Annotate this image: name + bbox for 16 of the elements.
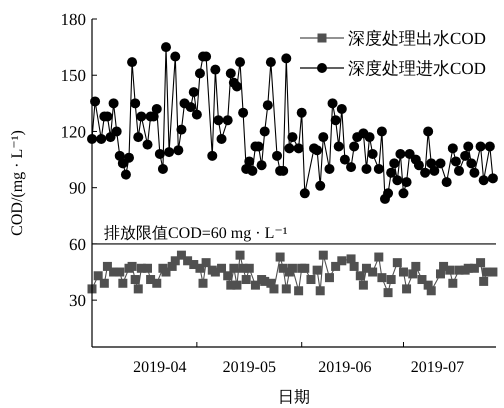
y-tick-label: 30 (69, 291, 86, 310)
x-tick-label: 2019-05 (222, 359, 276, 376)
x-tick-label: 2019-04 (133, 359, 187, 376)
plot: 排放限值COD=60 mg · L⁻¹ (92, 224, 496, 245)
y-tick-label: 120 (60, 122, 86, 142)
x-tick-label: 2019-06 (318, 359, 372, 376)
legend-label: 深度处理进水COD (348, 59, 486, 78)
x-axis-title: 日期 (278, 388, 310, 406)
ref-line-label: 排放限值COD=60 mg · L⁻¹ (104, 224, 288, 242)
y-tick-label: 150 (60, 66, 86, 86)
y-tick-label: 90 (69, 178, 86, 198)
x-tick-label: 2019-07 (410, 359, 464, 376)
y-tick-label: 60 (69, 234, 86, 254)
y-axis-title: COD/(mg · L⁻¹) (9, 130, 26, 236)
legend-label: 深度处理出水COD (348, 29, 486, 48)
y-tick-label: 180 (60, 10, 86, 29)
